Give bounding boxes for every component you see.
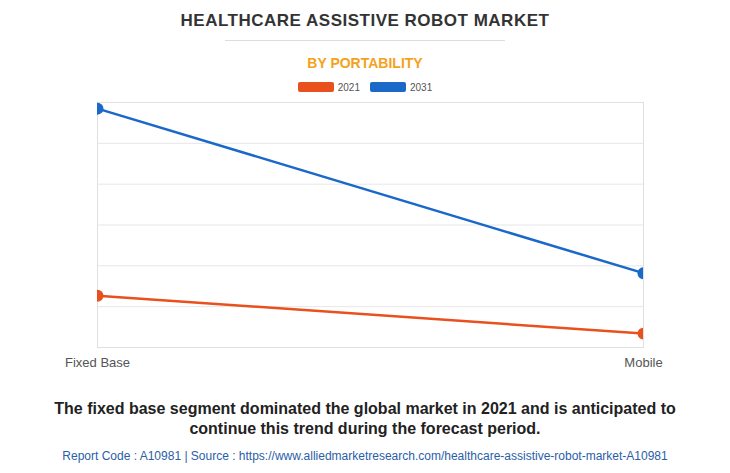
html-text:HEALTHCARE ASSISTIVE ROBOT MAR: HEALTHCARE ASSISTIVE ROBOT MARKET [180,11,550,30]
svg-text:Mobile: Mobile [624,355,662,370]
html-text:Report Code : A10981 | Source: Report Code : A10981 | Source : https://… [62,449,668,463]
html-text:The fixed base segment dominat: The fixed base segment dominated the glo… [54,400,676,437]
html-text:2021: 2021 [337,81,360,93]
svg-text:Fixed Base: Fixed Base [65,355,130,370]
html-text:2031: 2031 [410,81,433,93]
html-text:BY PORTABILITY: BY PORTABILITY [307,55,423,71]
